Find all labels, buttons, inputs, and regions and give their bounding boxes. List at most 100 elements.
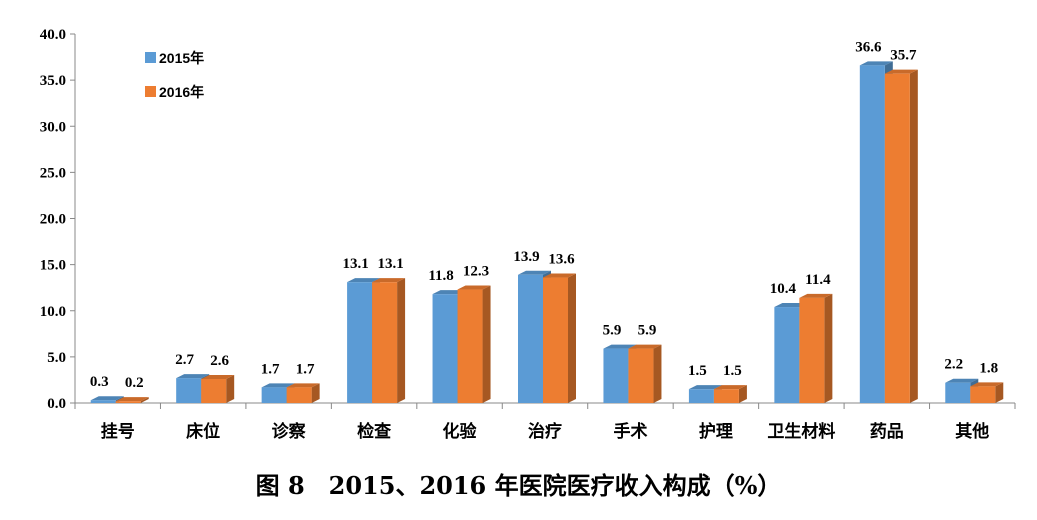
bar — [603, 348, 629, 403]
legend-swatch — [145, 86, 156, 97]
y-tick-label: 0.0 — [47, 396, 66, 412]
bar — [176, 378, 202, 403]
bar-side — [226, 375, 235, 403]
bar — [518, 274, 543, 403]
bar-top — [543, 273, 576, 278]
bar-top — [432, 290, 466, 295]
x-category-label: 其他 — [955, 421, 989, 442]
bar — [543, 277, 568, 403]
bar-side — [824, 293, 833, 403]
data-label: 35.7 — [890, 48, 917, 64]
data-label: 1.8 — [979, 360, 998, 376]
y-tick-label: 25.0 — [40, 165, 66, 181]
bar-side — [397, 278, 406, 403]
data-label: 0.3 — [90, 374, 109, 390]
x-category-label: 诊察 — [272, 421, 307, 442]
bar — [432, 294, 458, 403]
data-label: 36.6 — [855, 39, 882, 55]
y-tick-label: 5.0 — [47, 350, 66, 366]
x-category-label: 药品 — [870, 421, 904, 442]
bar-side — [738, 385, 747, 403]
bar-top — [970, 382, 1004, 387]
bar-top — [457, 285, 491, 290]
data-label: 1.5 — [723, 363, 742, 379]
data-label: 13.1 — [342, 256, 368, 272]
bar — [90, 400, 116, 403]
bar-side — [568, 273, 576, 403]
data-label: 0.2 — [125, 375, 144, 391]
y-tick-label: 15.0 — [40, 258, 66, 274]
bar-top — [201, 375, 235, 380]
bar — [970, 386, 996, 403]
bar-chart: 0.0 5.0 10.0 15.0 20.0 25.0 30.0 35.0 40.0 挂号 床位 诊察… — [40, 27, 1016, 442]
bar-side — [995, 382, 1004, 403]
bar-top — [799, 293, 833, 298]
x-category-label: 护理 — [699, 421, 733, 442]
bar-top — [688, 385, 722, 390]
data-label: 13.1 — [377, 256, 403, 272]
data-label: 13.9 — [513, 249, 539, 265]
bar — [347, 282, 373, 403]
x-category-label: 化验 — [443, 421, 478, 442]
data-label: 11.8 — [428, 268, 453, 284]
bar — [774, 307, 800, 403]
bar — [688, 389, 714, 403]
bar — [884, 73, 910, 403]
bar-side — [482, 285, 491, 403]
bar-top — [176, 374, 210, 379]
bar — [859, 65, 885, 404]
data-label: 2.2 — [944, 357, 963, 373]
data-label: 10.4 — [770, 281, 797, 297]
bar-top — [115, 397, 149, 402]
data-label: 12.3 — [463, 264, 489, 280]
bar — [945, 382, 971, 403]
chart-caption: 图 8 2015、2016 年医院医疗收入构成（%） — [255, 471, 782, 500]
bar-top — [628, 344, 662, 349]
bar — [372, 282, 398, 403]
bar-top — [945, 378, 979, 383]
x-category-label: 治疗 — [528, 421, 562, 442]
data-label: 13.6 — [548, 252, 575, 268]
bar-side — [140, 397, 149, 403]
bar-top — [713, 385, 747, 390]
x-category-label: 手术 — [613, 421, 647, 442]
data-label: 11.4 — [805, 272, 831, 288]
bar — [115, 401, 141, 403]
data-label: 2.6 — [210, 353, 229, 369]
legend-label: 2016年 — [159, 84, 204, 100]
data-label: 1.5 — [688, 363, 707, 379]
bar-side — [909, 69, 918, 403]
bar-top — [603, 344, 637, 349]
y-tick-label: 35.0 — [40, 73, 66, 89]
bar — [628, 348, 654, 403]
bar — [261, 387, 287, 403]
y-tick-label: 10.0 — [40, 304, 66, 320]
bar — [713, 389, 739, 403]
bar-top — [518, 270, 551, 275]
bar-top — [372, 278, 406, 283]
x-category-label: 检查 — [357, 421, 392, 442]
y-tick-label: 30.0 — [40, 119, 66, 135]
bar-top — [347, 278, 381, 283]
data-label: 1.7 — [296, 361, 315, 377]
y-tick-label: 40.0 — [40, 27, 66, 43]
data-label: 1.7 — [261, 361, 280, 377]
bar-top — [286, 383, 320, 388]
bar-side — [311, 383, 320, 403]
bar-top — [859, 61, 893, 66]
bar — [799, 297, 825, 403]
bar-top — [884, 69, 918, 74]
data-label: 2.7 — [175, 352, 194, 368]
x-category-label: 床位 — [186, 421, 220, 442]
x-category-label: 挂号 — [101, 421, 135, 442]
data-label: 5.9 — [603, 323, 622, 339]
bar — [286, 387, 312, 403]
bar-side — [653, 344, 662, 403]
bar-top — [774, 303, 808, 308]
bar — [457, 289, 483, 403]
bar-top — [261, 383, 295, 388]
legend-swatch — [145, 52, 156, 63]
y-tick-label: 20.0 — [40, 212, 66, 228]
bar — [201, 379, 227, 403]
